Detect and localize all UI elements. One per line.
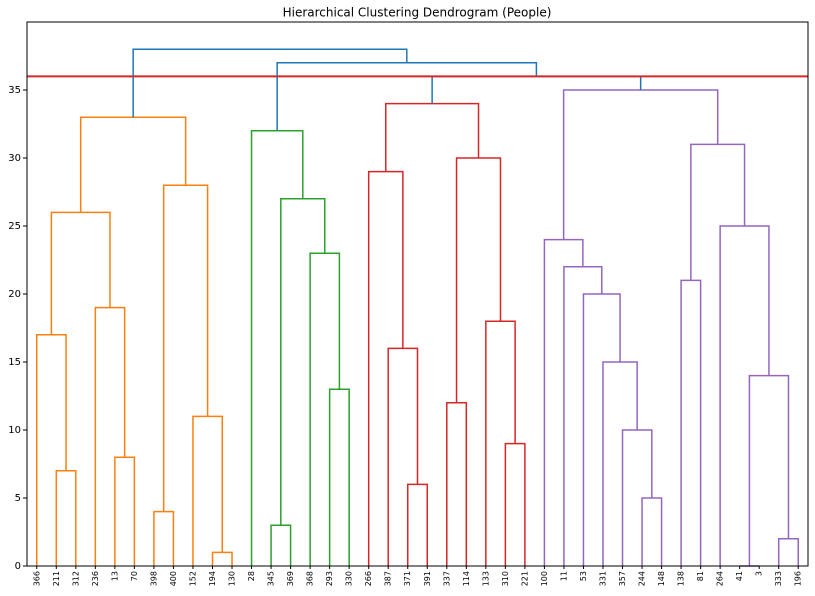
leaf-label: 81 bbox=[696, 571, 705, 581]
link bbox=[748, 374, 790, 566]
leaf-label: 400 bbox=[169, 571, 178, 586]
leaf-label: 28 bbox=[247, 571, 256, 581]
leaf-label: 100 bbox=[540, 571, 549, 586]
y-tick-label: 25 bbox=[8, 221, 21, 232]
leaf-label: 11 bbox=[559, 571, 568, 581]
link bbox=[367, 170, 404, 566]
leaf-label: 133 bbox=[481, 571, 490, 586]
y-tick-label: 15 bbox=[8, 357, 21, 368]
y-tick-label: 0 bbox=[15, 561, 21, 572]
link bbox=[602, 361, 638, 566]
y-tick-label: 5 bbox=[15, 493, 21, 504]
link bbox=[446, 402, 468, 566]
link bbox=[387, 347, 419, 566]
leaf-label: 130 bbox=[228, 571, 237, 586]
leaf-label: 236 bbox=[91, 571, 100, 586]
leaf-label: 366 bbox=[32, 571, 41, 586]
leaf-label: 148 bbox=[657, 571, 666, 586]
link bbox=[276, 62, 538, 131]
link bbox=[719, 225, 770, 566]
leaf-label: 3 bbox=[755, 571, 764, 576]
link bbox=[280, 198, 326, 526]
link bbox=[641, 497, 663, 566]
y-tick-label: 20 bbox=[8, 289, 21, 300]
leaf-label: 211 bbox=[52, 571, 61, 586]
link bbox=[690, 143, 746, 281]
leaf-label: 194 bbox=[208, 571, 217, 586]
link bbox=[309, 252, 341, 566]
leaf-label: 13 bbox=[110, 571, 119, 581]
leaf-label: 196 bbox=[794, 571, 803, 586]
y-tick-label: 30 bbox=[8, 153, 21, 164]
link bbox=[582, 293, 621, 566]
link bbox=[270, 524, 292, 566]
leaf-label: 70 bbox=[130, 571, 139, 581]
leaf-label: 391 bbox=[423, 571, 432, 586]
leaf-label: 221 bbox=[520, 571, 529, 586]
chart-title: Hierarchical Clustering Dendrogram (Peop… bbox=[283, 6, 552, 20]
leaf-label: 293 bbox=[325, 571, 334, 586]
leaf-label: 138 bbox=[677, 571, 686, 586]
leaf-label: 398 bbox=[149, 571, 158, 586]
link bbox=[211, 551, 233, 566]
leaf-label: 368 bbox=[306, 571, 315, 586]
leaf-label: 152 bbox=[188, 571, 197, 586]
leaf-label: 357 bbox=[618, 571, 627, 586]
leaf-label: 53 bbox=[579, 571, 588, 581]
leaf-label: 310 bbox=[501, 571, 510, 586]
leaf-label: 345 bbox=[267, 571, 276, 586]
link bbox=[132, 48, 408, 118]
leaf-label: 266 bbox=[364, 571, 373, 586]
leaf-label: 337 bbox=[442, 571, 451, 586]
plot-frame bbox=[26, 21, 809, 567]
y-tick-label: 35 bbox=[8, 85, 21, 96]
link bbox=[680, 279, 702, 566]
leaf-label: 371 bbox=[403, 571, 412, 586]
leaf-label: 333 bbox=[774, 571, 783, 586]
leaf-label: 331 bbox=[598, 571, 607, 586]
y-tick-label: 10 bbox=[8, 425, 21, 436]
link bbox=[385, 102, 480, 172]
link bbox=[55, 470, 77, 566]
link bbox=[50, 211, 111, 335]
link bbox=[79, 116, 187, 213]
link bbox=[153, 510, 175, 566]
link bbox=[94, 306, 126, 566]
leaf-label: 114 bbox=[462, 571, 471, 586]
leaf-label: 264 bbox=[716, 571, 725, 586]
leaf-label: 369 bbox=[286, 571, 295, 586]
link bbox=[777, 538, 799, 566]
leaf-label: 41 bbox=[735, 571, 744, 581]
link bbox=[562, 89, 719, 240]
link bbox=[504, 442, 526, 566]
link bbox=[455, 157, 502, 403]
link bbox=[250, 130, 304, 566]
link bbox=[36, 334, 67, 566]
leaf-label: 312 bbox=[71, 571, 80, 586]
leaf-label: 330 bbox=[345, 571, 354, 586]
link bbox=[328, 388, 350, 566]
link bbox=[192, 415, 223, 566]
link bbox=[114, 456, 136, 566]
link bbox=[162, 184, 209, 512]
leaf-label: 387 bbox=[384, 571, 393, 586]
leaf-label: 244 bbox=[638, 571, 647, 586]
link bbox=[406, 483, 429, 566]
